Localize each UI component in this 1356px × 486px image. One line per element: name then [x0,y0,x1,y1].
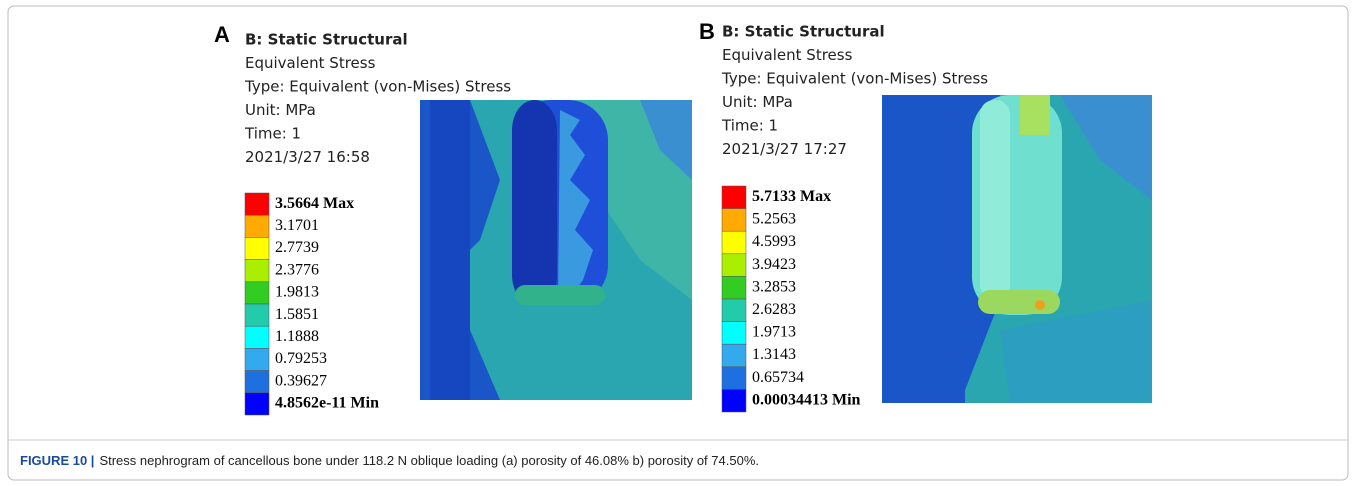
panel-letter: B [699,19,715,44]
legend-swatch [245,326,269,348]
header-line: 2021/3/27 17:27 [722,140,847,158]
header-line: Unit: MPa [722,93,793,111]
figure-page: A B: Static Structural Equivalent Stress Ty… [0,0,1356,486]
legend-label: 1.9813 [275,284,319,301]
legend-swatch [245,304,269,326]
header-line: Type: Equivalent (von-Mises) Stress [244,78,511,96]
header-line: Unit: MPa [245,101,316,119]
legend-swatch [245,215,269,237]
legend-swatch [722,367,746,390]
legend-label: 3.5664 Max [275,195,354,212]
caption-text: Stress nephrogram of cancellous bone und… [99,453,759,468]
legend-label: 4.8562e-11 Min [275,395,379,412]
figure: A B: Static Structural Equivalent Stress Ty… [0,0,1356,486]
legend-label: 2.6283 [752,301,796,318]
legend-label: 1.5851 [275,306,319,323]
legend-swatch [722,186,746,209]
legend-swatch [245,237,269,259]
header-line: B: Static Structural [245,31,408,49]
legend-label: 3.1701 [275,217,319,234]
header-line: 2021/3/27 16:58 [245,148,370,166]
header-line: Equivalent Stress [722,46,853,64]
legend-swatch [245,193,269,215]
caption-label: FIGURE 10 | [20,453,94,468]
legend-label: 0.39627 [275,372,327,389]
legend-label: 3.9423 [752,256,796,273]
header-line: Time: 1 [721,117,778,135]
header-line: B: Static Structural [722,23,885,41]
legend-swatch [722,231,746,254]
header-line: Type: Equivalent (von-Mises) Stress [721,70,988,88]
legend-label: 1.9713 [752,324,796,341]
legend-swatch [722,344,746,367]
header-line: Equivalent Stress [245,54,376,72]
legend-label: 2.3776 [275,261,319,278]
legend-swatch [722,322,746,345]
legend-label: 2.7739 [275,239,319,256]
panel-letter: A [214,22,230,47]
stress-image-b [882,95,1152,403]
legend-swatch [722,254,746,277]
legend-swatch [245,282,269,304]
legend-label: 1.3143 [752,346,796,363]
legend-swatch [245,260,269,282]
legend-label: 0.65734 [752,369,804,386]
header-line: Time: 1 [244,125,301,143]
legend-swatch [722,209,746,232]
caption: FIGURE 10 | Stress nephrogram of cancello… [20,453,759,468]
legend-swatch [722,276,746,299]
legend-label: 0.79253 [275,350,327,367]
legend-label: 3.2853 [752,278,796,295]
legend-label: 5.2563 [752,211,796,228]
legend-label: 5.7133 Max [752,188,831,205]
legend-swatch [722,389,746,412]
legend-swatch [245,371,269,393]
legend-swatch [245,393,269,415]
stress-image-a [420,100,692,400]
legend-label: 0.00034413 Min [752,391,861,408]
legend-label: 4.5993 [752,233,796,250]
legend-label: 1.1888 [275,328,319,345]
legend-swatch [245,348,269,370]
legend-swatch [722,299,746,322]
